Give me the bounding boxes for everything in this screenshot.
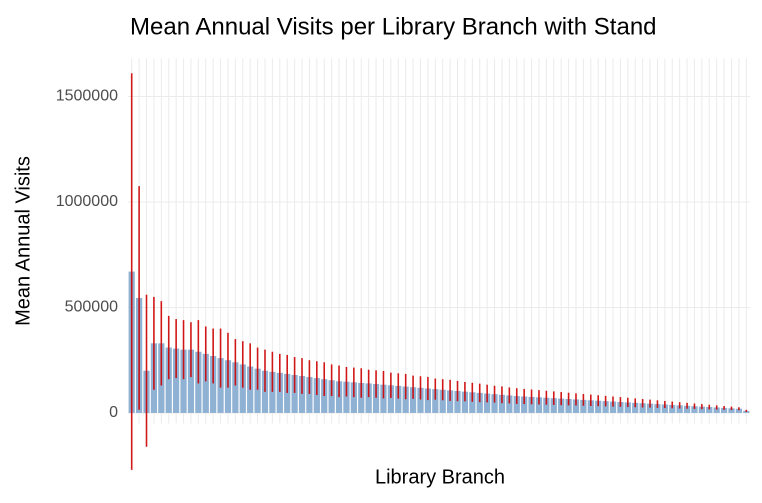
bar [439, 389, 446, 413]
bar [291, 374, 298, 413]
bar [669, 404, 676, 413]
bar [358, 382, 365, 413]
bar [543, 397, 550, 413]
bar [491, 394, 498, 413]
bar [602, 401, 609, 413]
bar [232, 362, 239, 413]
y-axis-title: Mean Annual Visits [12, 156, 34, 326]
bar [572, 399, 580, 413]
bar [624, 402, 631, 413]
bar [210, 355, 217, 413]
bar [550, 398, 557, 413]
bar [424, 388, 432, 413]
bar [417, 387, 424, 413]
bar [528, 396, 535, 413]
bar [409, 387, 417, 413]
bar [676, 405, 683, 413]
bar [698, 406, 705, 413]
bar [306, 377, 313, 413]
bar [387, 385, 394, 413]
bar [380, 384, 387, 413]
bar [284, 373, 291, 413]
bar [720, 407, 728, 413]
bar [180, 349, 187, 413]
bar [706, 407, 713, 413]
bar [254, 368, 261, 413]
bar [372, 384, 380, 413]
bar [617, 401, 624, 413]
y-tick-label: 1500000 [56, 88, 118, 105]
y-tick-label: 1000000 [56, 193, 118, 210]
bar [187, 349, 195, 413]
bar [173, 348, 180, 413]
bar [632, 402, 639, 413]
bar [313, 378, 320, 413]
bar [558, 398, 565, 413]
bar [691, 406, 698, 413]
y-tick-label: 500000 [65, 299, 118, 316]
bar [713, 407, 720, 413]
chart-title: Mean Annual Visits per Library Branch wi… [130, 13, 657, 40]
bar [646, 403, 654, 413]
bar [609, 401, 617, 413]
bar [513, 396, 520, 413]
bar [165, 347, 172, 413]
bar [728, 408, 735, 413]
bar [639, 403, 646, 413]
bar [498, 394, 506, 413]
bar [580, 399, 587, 413]
bar [469, 392, 476, 413]
bar [661, 404, 668, 413]
bar [587, 400, 594, 413]
bar [350, 382, 357, 413]
bar [454, 391, 461, 413]
bar [365, 383, 372, 413]
bar [276, 372, 283, 413]
bar [395, 385, 402, 413]
x-axis-title: Library Branch [375, 466, 505, 488]
bar [239, 364, 246, 413]
bar [269, 371, 276, 413]
bar [298, 376, 306, 413]
bar [432, 389, 439, 413]
bar [735, 408, 743, 413]
bar [506, 395, 513, 413]
bar [476, 392, 483, 413]
bar [654, 404, 661, 413]
bar [535, 397, 543, 413]
bar [484, 393, 491, 413]
bar [565, 399, 572, 413]
bar [402, 386, 409, 413]
bar [446, 390, 454, 413]
bar [521, 396, 528, 413]
bar [595, 400, 602, 413]
bar [202, 353, 209, 413]
bar [343, 381, 350, 413]
bar [328, 380, 335, 413]
bar [683, 405, 691, 413]
bar [461, 391, 469, 413]
y-tick-label: 0 [109, 404, 118, 421]
